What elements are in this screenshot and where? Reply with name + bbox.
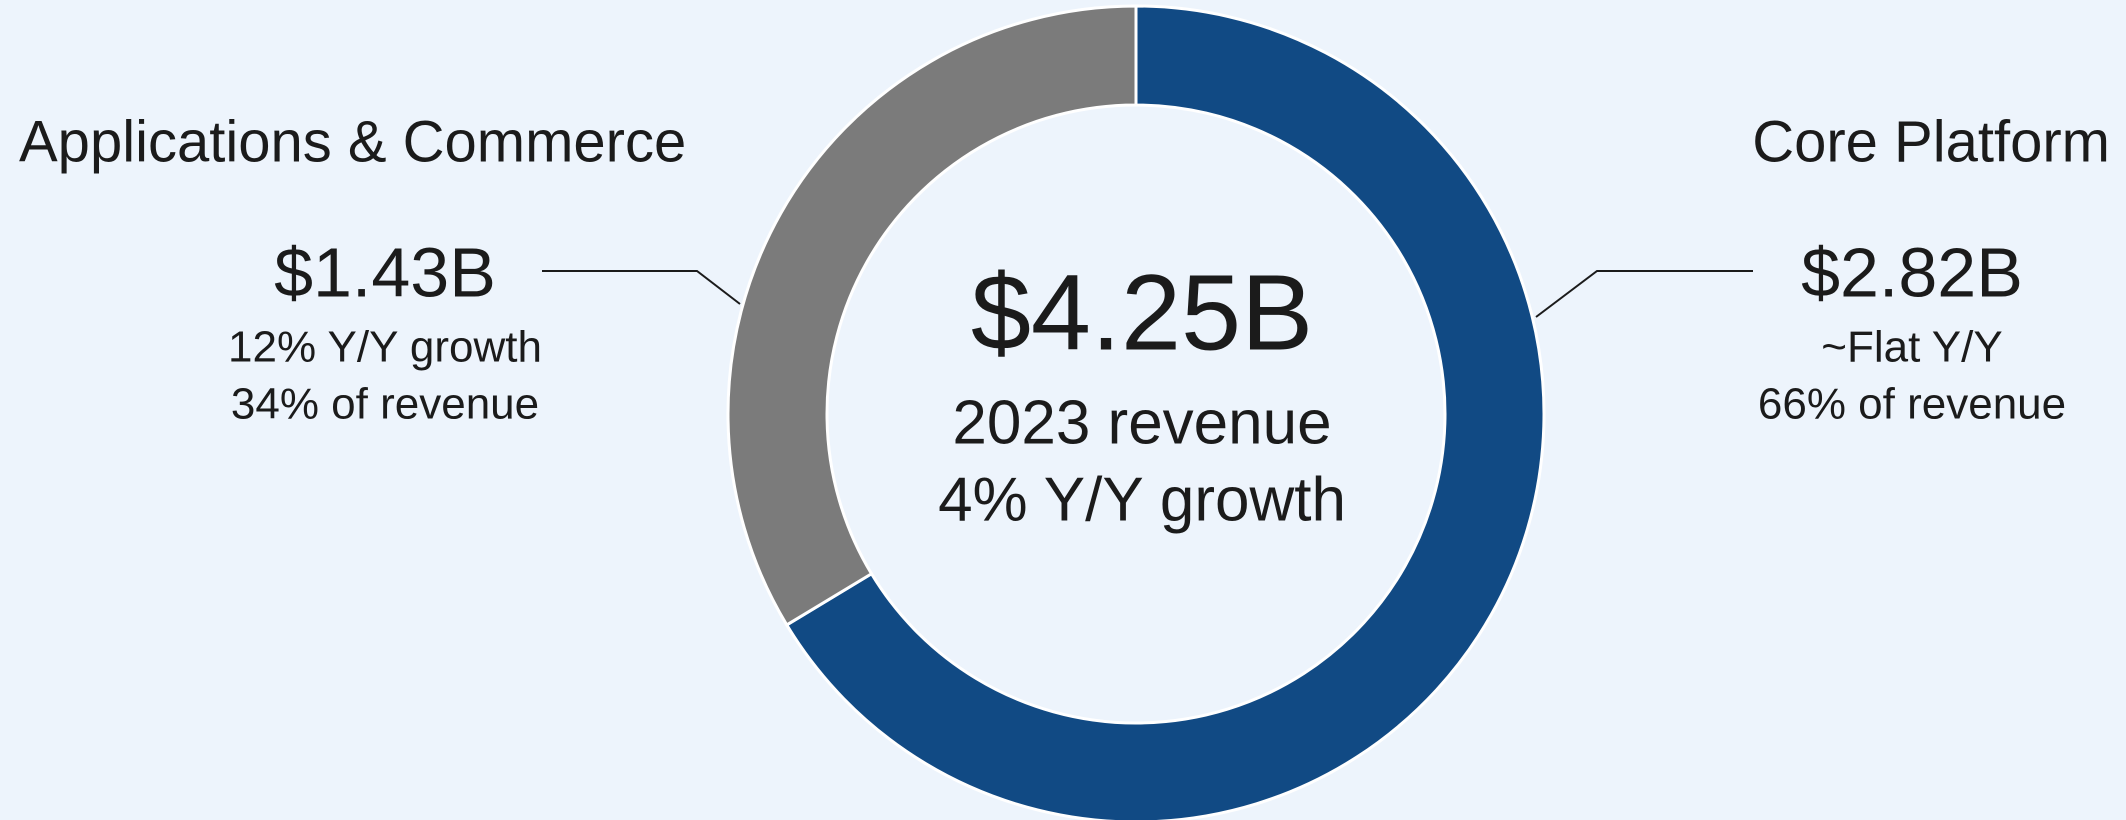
donut-segment — [726, 4, 1138, 627]
detail-text: 34% of revenue — [231, 380, 539, 429]
donut-segment — [784, 4, 1546, 820]
donut — [726, 4, 1546, 820]
leader-line — [1535, 270, 1753, 318]
detail-text: 66% of revenue — [1758, 380, 2066, 429]
detail-text: ~Flat Y/Y — [1821, 323, 2002, 372]
value-label: $2.82B — [1801, 233, 2023, 311]
segment-label: Applications & Commerce — [19, 109, 686, 174]
leader-line — [542, 270, 741, 305]
detail-text: 12% Y/Y growth — [228, 323, 542, 372]
center-text: 4% Y/Y growth — [938, 465, 1346, 534]
value-label: $1.43B — [274, 233, 496, 311]
center-total: $4.25B — [971, 252, 1313, 373]
segment-label: Core Platform — [1752, 109, 2110, 174]
center-text: 2023 revenue — [952, 388, 1331, 457]
